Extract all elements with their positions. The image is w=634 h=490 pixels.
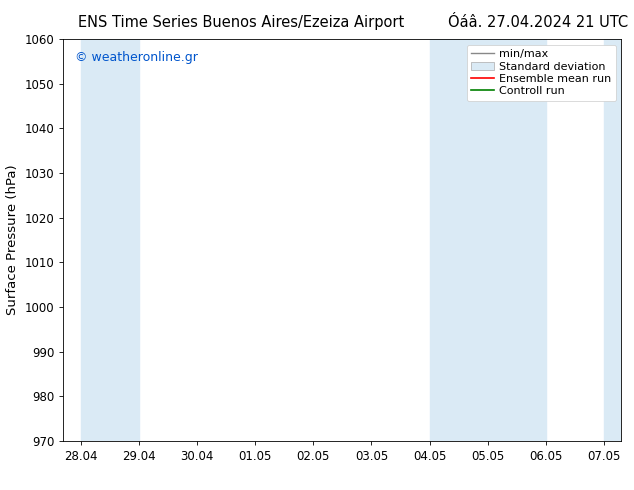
Text: ENS Time Series Buenos Aires/Ezeiza Airport: ENS Time Series Buenos Aires/Ezeiza Airp…: [78, 15, 404, 30]
Text: © weatheronline.gr: © weatheronline.gr: [75, 51, 197, 64]
Bar: [488, 39, 546, 441]
Y-axis label: Surface Pressure (hPa): Surface Pressure (hPa): [6, 165, 19, 316]
Text: Óáâ. 27.04.2024 21 UTC: Óáâ. 27.04.2024 21 UTC: [448, 15, 628, 30]
Bar: [429, 39, 488, 441]
Bar: [604, 39, 621, 441]
Legend: min/max, Standard deviation, Ensemble mean run, Controll run: min/max, Standard deviation, Ensemble me…: [467, 45, 616, 101]
Bar: [81, 39, 139, 441]
